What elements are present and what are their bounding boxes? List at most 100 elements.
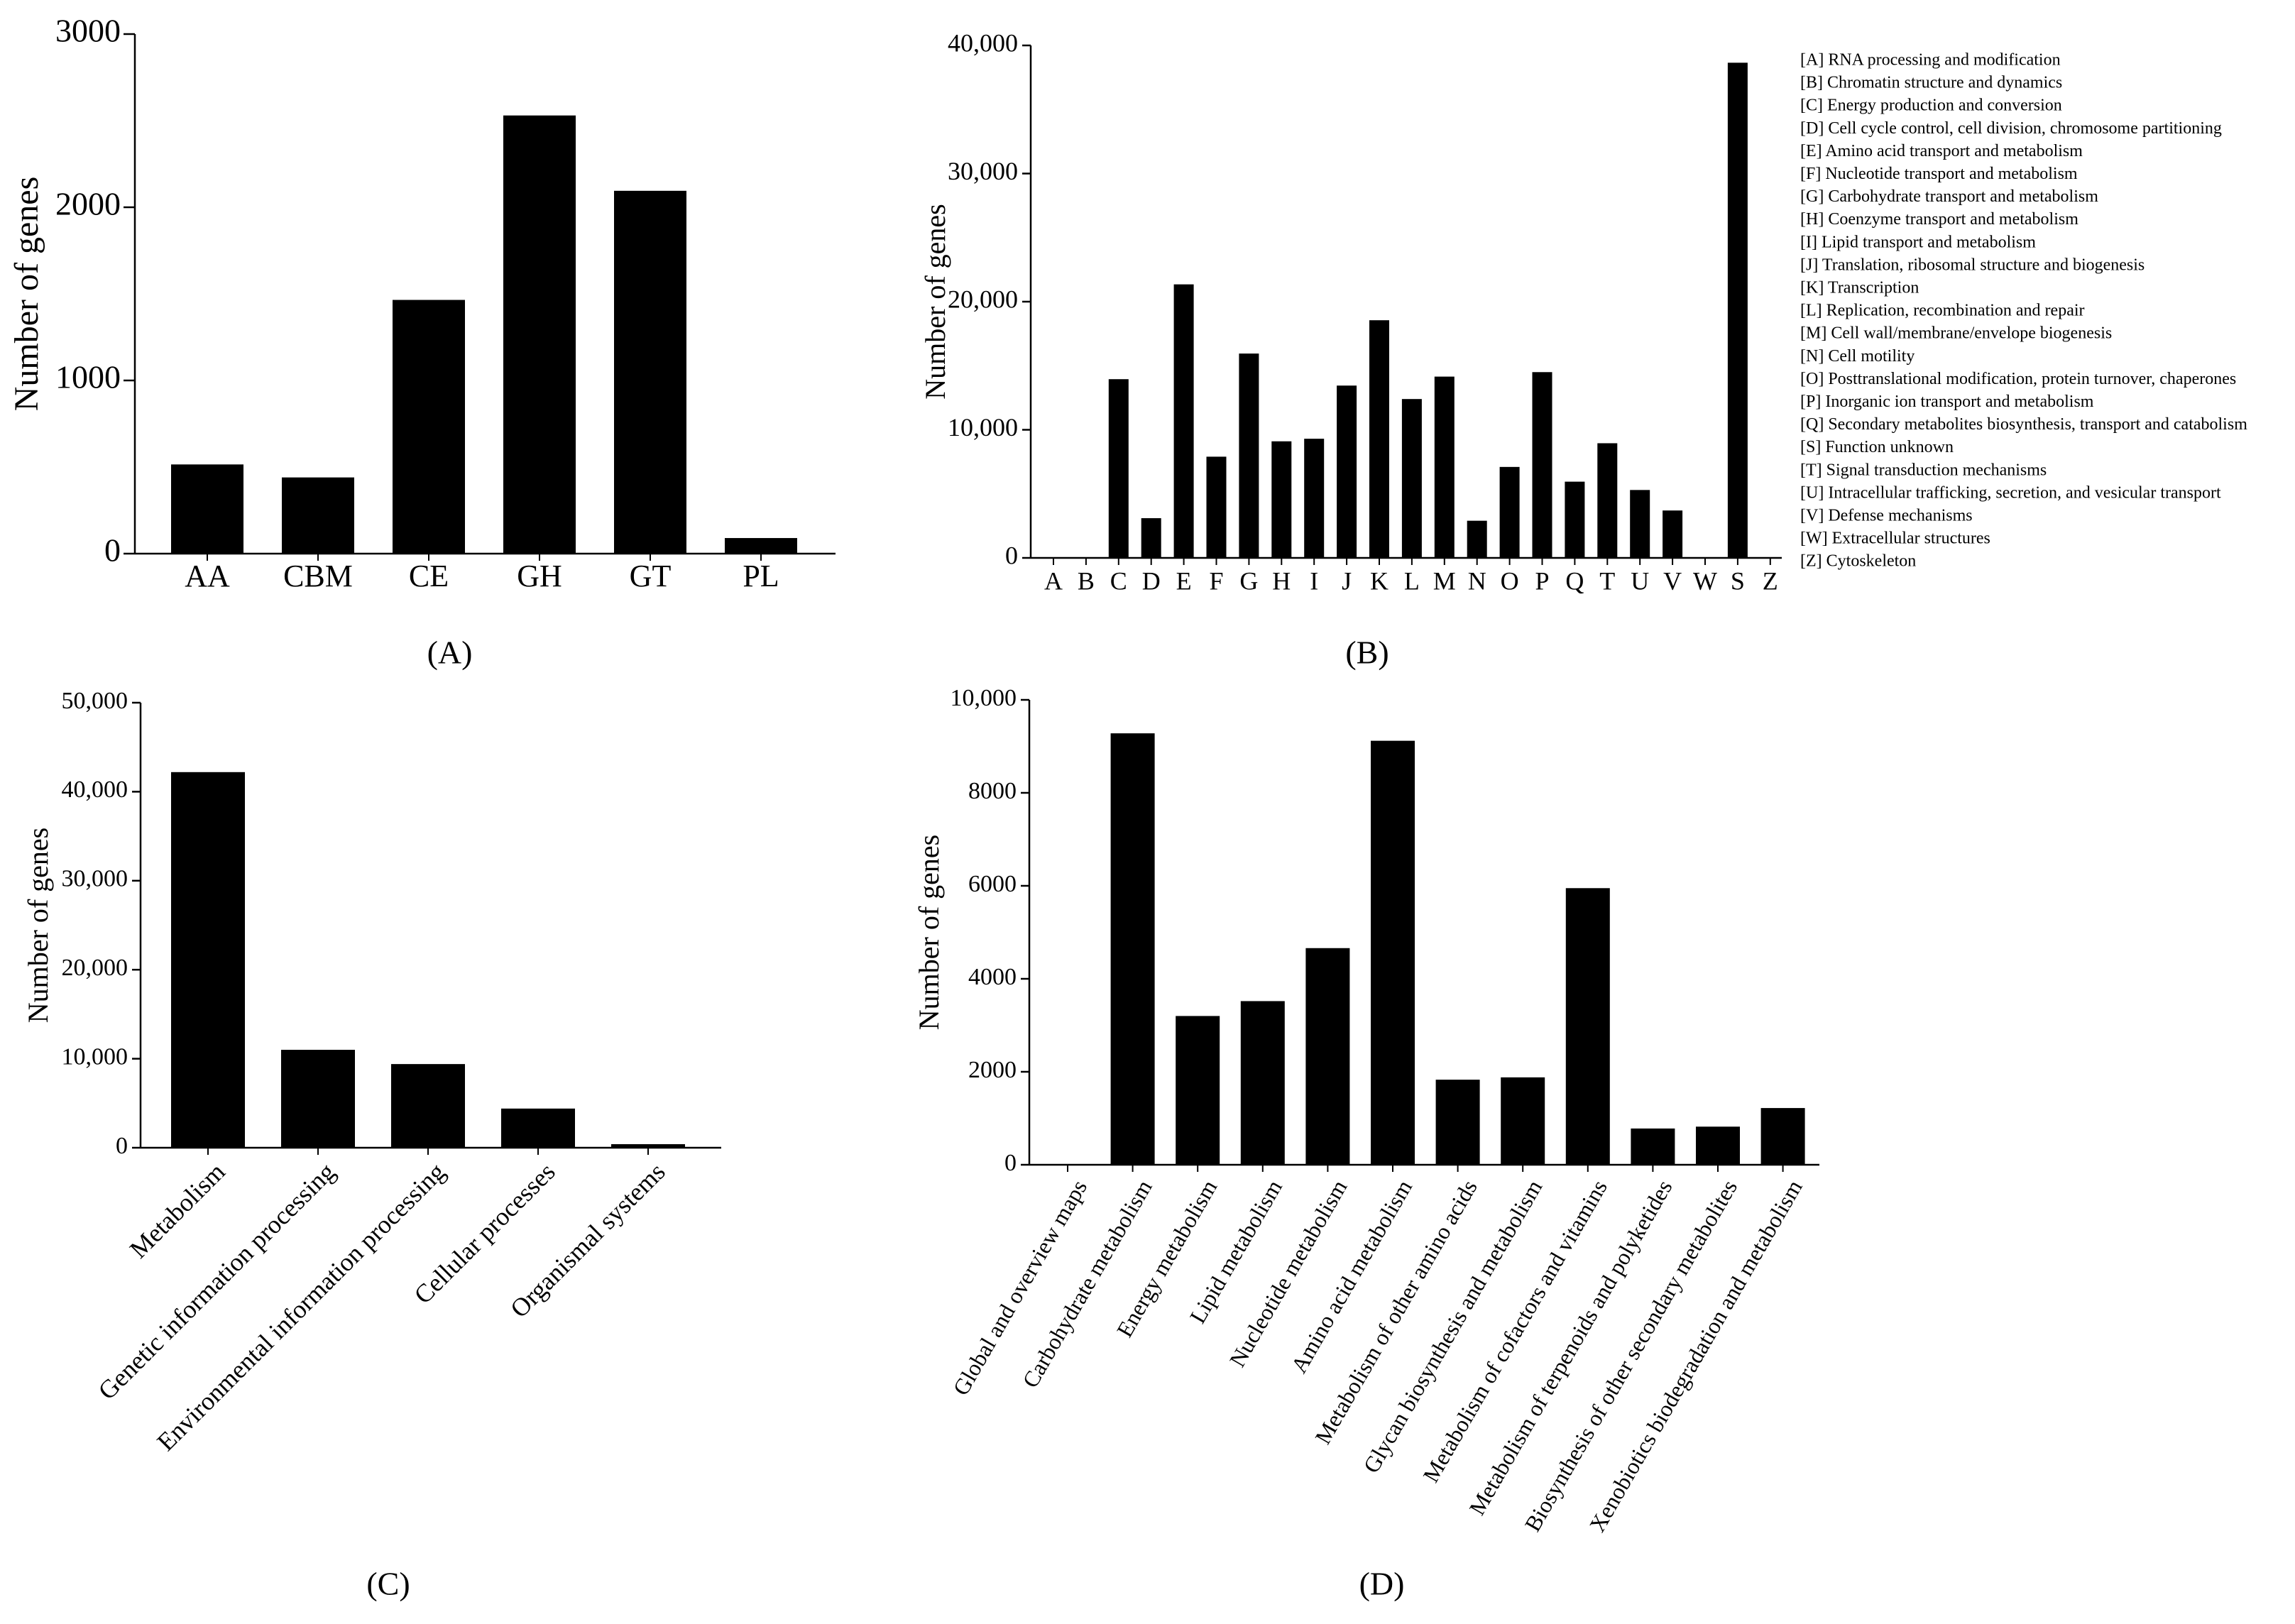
legend-entry: [V] Defense mechanisms xyxy=(1800,507,1973,525)
y-tick-label: 0 xyxy=(116,1133,128,1159)
y-axis-title: Number of genes xyxy=(913,835,945,1030)
y-tick-label: 1000 xyxy=(55,359,121,395)
panel-b: 0 10,000 20,000 30,000 40,000 Number of genes… xyxy=(919,28,2247,670)
y-tick-label: 20,000 xyxy=(948,285,1018,313)
bar xyxy=(1435,1080,1480,1165)
y-tick-label: 6000 xyxy=(968,871,1017,897)
x-tick-label: C xyxy=(1110,566,1127,595)
legend-entry: [I] Lipid transport and metabolism xyxy=(1800,233,2036,251)
bar xyxy=(1597,443,1618,558)
legend-entry: [Q] Secondary metabolites biosynthesis, … xyxy=(1800,415,2247,434)
x-tick-label: GT xyxy=(630,559,672,593)
legend-entry: [T] Signal transduction mechanisms xyxy=(1800,461,2047,479)
bar xyxy=(393,300,465,554)
bar xyxy=(503,115,576,554)
bar xyxy=(1501,1077,1545,1165)
legend-entry: [N] Cell motility xyxy=(1800,347,1915,366)
bar xyxy=(1304,439,1325,558)
x-tick-label: V xyxy=(1663,566,1682,595)
y-tick-label: 30,000 xyxy=(948,157,1018,185)
x-tick-label: Genetic information processing xyxy=(93,1157,341,1405)
panel-label: (A) xyxy=(427,635,473,671)
x-tick-label: Amino acid metabolism xyxy=(1286,1175,1417,1377)
y-tick-label: 10,000 xyxy=(951,685,1017,711)
legend-entry: [F] Nucleotide transport and metabolism xyxy=(1800,165,2078,183)
y-tick-label: 3000 xyxy=(55,13,121,49)
y-axis-title: Number of genes xyxy=(22,828,54,1023)
legend-entry: [K] Transcription xyxy=(1800,279,1919,297)
bar xyxy=(1630,490,1650,558)
bar xyxy=(281,1050,355,1148)
x-tick-label: CE xyxy=(409,559,449,593)
legend-entry: [S] Function unknown xyxy=(1800,438,1954,456)
x-tick-label: O xyxy=(1501,566,1519,595)
y-tick-label: 40,000 xyxy=(62,777,128,803)
x-tick-label: CBM xyxy=(283,559,353,593)
y-tick-label: 10,000 xyxy=(948,413,1018,441)
panel-label: (B) xyxy=(1345,635,1388,671)
y-tick-label: 8000 xyxy=(968,778,1017,804)
y-tick-label: 0 xyxy=(1004,1150,1017,1176)
legend-entry: [W] Extracellular structures xyxy=(1800,530,1990,548)
x-tick-label: U xyxy=(1631,566,1649,595)
bar xyxy=(1565,481,1585,558)
bar xyxy=(1173,284,1194,558)
legend-entry: [H] Coenzyme transport and metabolism xyxy=(1800,210,2078,229)
x-tick-label: N xyxy=(1468,566,1486,595)
x-tick-label: T xyxy=(1599,566,1615,595)
bar xyxy=(1108,379,1129,558)
bar xyxy=(1401,399,1422,558)
y-axis-title: Number of genes xyxy=(8,177,45,412)
x-tick-label: K xyxy=(1370,566,1388,595)
x-tick-label: I xyxy=(1310,566,1318,595)
y-tick-label: 10,000 xyxy=(62,1043,128,1070)
x-tick-label: H xyxy=(1272,566,1291,595)
x-tick-label: Nucleotide metabolism xyxy=(1225,1175,1352,1371)
legend-entry: [M] Cell wall/membrane/envelope biogenes… xyxy=(1800,324,2112,343)
bar xyxy=(391,1064,465,1148)
bar xyxy=(1141,518,1161,558)
x-tick-label: M xyxy=(1433,566,1456,595)
bar xyxy=(1499,466,1520,558)
x-tick-label: L xyxy=(1404,566,1420,595)
y-tick-label: 4000 xyxy=(968,964,1017,990)
bar xyxy=(725,538,797,554)
legend-entry: [P] Inorganic ion transport and metaboli… xyxy=(1800,393,2094,411)
x-tick-label: G xyxy=(1239,566,1258,595)
bar xyxy=(1371,740,1415,1165)
legend-entry: [B] Chromatin structure and dynamics xyxy=(1800,74,2062,92)
bar xyxy=(1696,1126,1740,1165)
bar xyxy=(1727,62,1748,559)
bar xyxy=(614,190,686,554)
bar xyxy=(171,464,243,554)
bar xyxy=(1271,441,1292,558)
bar xyxy=(1434,376,1455,558)
y-tick-label: 0 xyxy=(1005,541,1018,569)
x-tick-label: W xyxy=(1693,566,1717,595)
x-tick-label: Q xyxy=(1565,566,1584,595)
x-tick-label: E xyxy=(1176,566,1192,595)
legend-entry: [C] Energy production and conversion xyxy=(1800,97,2062,115)
x-tick-label: Z xyxy=(1763,566,1778,595)
x-tick-label: F xyxy=(1209,566,1223,595)
y-tick-label: 20,000 xyxy=(62,955,128,981)
bar xyxy=(1110,733,1155,1165)
legend-entry: [E] Amino acid transport and metabolism xyxy=(1800,142,2083,160)
x-tick-label: Carbohydrate metabolism xyxy=(1017,1175,1157,1392)
x-tick-label: A xyxy=(1044,566,1063,595)
x-tick-label: Metabolism xyxy=(124,1157,231,1263)
legend-entry: [D] Cell cycle control, cell division, c… xyxy=(1800,119,2222,138)
bar xyxy=(1369,320,1389,558)
legend-entry: [A] RNA processing and modification xyxy=(1800,51,2061,70)
x-tick-label: AA xyxy=(185,559,230,593)
x-tick-label: P xyxy=(1535,566,1549,595)
y-tick-label: 2000 xyxy=(55,186,121,222)
bar xyxy=(1337,385,1357,558)
legend-entry: [U] Intracellular trafficking, secretion… xyxy=(1800,483,2221,502)
y-tick-label: 50,000 xyxy=(62,688,128,714)
legend-entry: [G] Carbohydrate transport and metabolis… xyxy=(1800,187,2098,206)
y-tick-label: 2000 xyxy=(968,1057,1017,1083)
x-tick-label: GH xyxy=(517,559,562,593)
